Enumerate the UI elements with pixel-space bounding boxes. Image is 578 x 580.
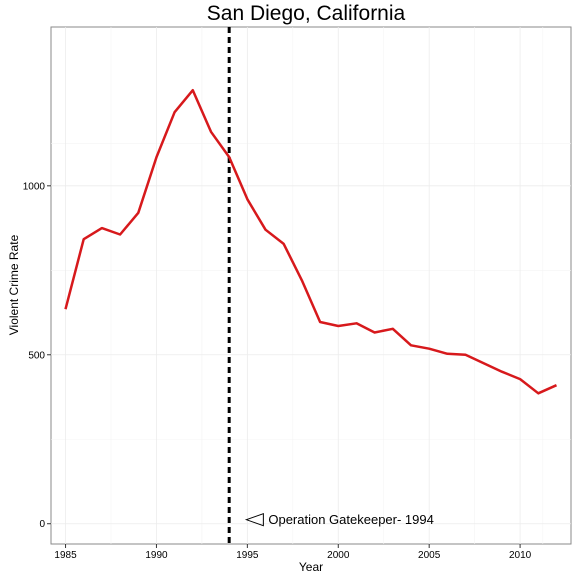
triangle-marker-icon <box>244 512 264 527</box>
y-axis-title: Violent Crime Rate <box>7 234 21 335</box>
axis-ticks: 1985 1990 1995 2000 2005 2010 0 500 1000 <box>23 181 532 561</box>
annotation-layer: Operation Gatekeeper- 1994 <box>244 512 434 527</box>
x-tick-label: 1990 <box>145 550 168 561</box>
x-tick-label: 2000 <box>327 550 350 561</box>
x-tick-label: 1995 <box>236 550 259 561</box>
annotation-label: Operation Gatekeeper- 1994 <box>268 512 434 527</box>
grid <box>51 27 571 544</box>
y-tick-label: 1000 <box>23 181 46 192</box>
series-layer <box>64 88 558 395</box>
x-tick-label: 2010 <box>509 550 532 561</box>
y-tick-label: 0 <box>39 519 45 530</box>
x-tick-label: 2005 <box>418 550 441 561</box>
plot-panel <box>50 26 572 545</box>
y-tick-label: 500 <box>28 350 45 361</box>
x-tick-label: 1985 <box>54 550 77 561</box>
x-axis-title: Year <box>299 560 323 574</box>
violent-crime-rate-line <box>64 88 558 395</box>
chart-title: San Diego, California <box>207 2 406 25</box>
